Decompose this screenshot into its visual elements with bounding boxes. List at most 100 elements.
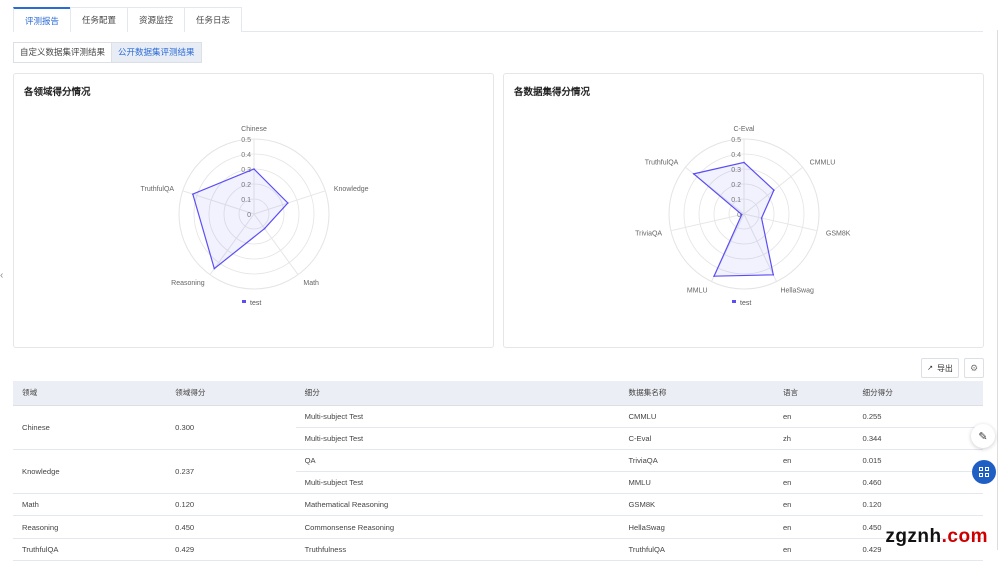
subcategory-cell: Mathematical Reasoning [295,493,620,517]
domain-score-cell: 0.237 [166,449,296,495]
main-tabs: 评测报告 任务配置 资源监控 任务日志 [13,7,983,32]
language-cell: en [773,449,854,473]
watermark: zgznh.com [885,526,988,548]
apps-button[interactable] [972,460,996,484]
dataset-name-cell: TruthfulQA [619,538,774,561]
dataset-name-cell: HellaSwag [619,515,774,539]
column-header: 领域得分 [166,381,296,406]
tab-config[interactable]: 任务配置 [70,7,129,32]
data-point [760,217,763,219]
domain-score-cell: 0.300 [166,405,296,450]
collapse-left-handle[interactable]: ‹ [0,270,4,281]
watermark-b: .com [941,526,988,547]
table-header: 领域 领域得分 细分 数据集名称 语言 细分得分 [13,381,983,406]
sub-score-cell: 0.255 [853,405,983,428]
dataset-name-cell: GSM8K [619,493,774,517]
gear-icon: ⚙ [969,362,979,373]
data-point [191,193,194,195]
axis-spoke [743,213,818,232]
domain-cell: Knowledge [13,449,167,495]
dataset-radar-chart: C-Eval CMMLU GSM8K HellaSwag MMLU TriviaQA Tru… [635,126,851,307]
domain-score-cell: 0.429 [166,538,296,561]
axis-spoke [182,190,255,215]
column-header: 数据集名称 [619,381,774,406]
axis-spoke [670,213,745,232]
tab-monitor[interactable]: 资源监控 [127,7,186,32]
axis-label: MMLU [687,288,708,295]
data-point [743,161,745,164]
domain-radar-chart: Chinese Knowledge Math Reasoning TruthfulQA 0… [141,126,369,307]
table-row: TruthfulQA 0.429 Truthfulness TruthfulQA en 0… [13,538,983,561]
edit-button[interactable]: ✎ [971,424,995,448]
data-point [263,227,266,230]
subcategory-cell: Multi-subject Test [295,405,620,428]
data-point [772,274,775,276]
external-link-icon: ↗ [927,365,933,372]
chart-title: 各领域得分情况 [24,87,91,98]
sub-score-cell: 0.120 [853,493,983,517]
subcategory-cell: QA [295,449,620,473]
axis-label: C-Eval [733,126,754,133]
sub-score-cell: 0.344 [853,427,983,450]
subtab-public-dataset[interactable]: 公开数据集评测结果 [111,43,201,62]
dataset-name-cell: MMLU [619,471,774,495]
watermark-a: zgznh [885,526,942,547]
legend-marker [732,300,736,303]
language-cell: en [773,493,854,517]
axis-label: CMMLU [810,160,836,167]
column-header: 细分得分 [853,381,983,406]
tick-label: 0.1 [241,197,251,204]
tab-report[interactable]: 评测报告 [13,7,72,32]
language-cell: en [773,405,854,428]
table-row: Multi-subject Test C-Eval zh 0.344 [13,427,983,450]
tab-logs[interactable]: 任务日志 [184,7,243,32]
axis-label: Chinese [241,126,267,133]
dataset-name-cell: TriviaQA [619,449,774,473]
subcategory-cell: Truthfulness [295,538,620,561]
axis-label: GSM8K [826,231,851,238]
axis-spoke [743,213,777,282]
tick-label: 0.1 [731,197,741,204]
scrollbar[interactable] [997,30,998,550]
subcategory-cell: Multi-subject Test [295,471,620,495]
legend-label: test [250,300,261,307]
data-point [773,189,775,191]
tick-label: 0.3 [731,167,741,174]
column-header: 细分 [295,381,620,406]
settings-button[interactable]: ⚙ [964,358,984,378]
axis-label: Math [303,280,319,287]
language-cell: en [773,538,854,561]
axis-label: Reasoning [171,280,205,287]
dataset-score-card: 各数据集得分情况 C-Eval CMMLU GSM8K HellaSwag MMLU Tr… [503,73,984,348]
domain-cell: Math [13,493,167,517]
dataset-name-cell: C-Eval [619,427,774,450]
series-area [692,161,775,277]
tick-label: 0.4 [241,152,251,159]
table-row: Math 0.120 Mathematical Reasoning GSM8K en 0.… [13,493,983,517]
subcategory-cell: Commonsense Reasoning [295,515,620,539]
tick-label: 0.2 [731,182,741,189]
column-header: 领域 [13,381,167,406]
dataset-name-cell: CMMLU [619,405,774,428]
axis-spoke [209,213,255,275]
axis-label: Knowledge [334,186,369,193]
export-button[interactable]: ↗ 导出 [921,358,959,378]
data-point [287,202,289,204]
table-row: Reasoning 0.450 Commonsense Reasoning Hella… [13,515,983,539]
data-point [713,275,715,277]
language-cell: en [773,515,854,539]
tick-label: 0.5 [241,137,251,144]
data-point [692,173,695,175]
axis-spoke [253,213,299,275]
tick-label: 0.3 [241,167,251,174]
domain-cell: Chinese [13,405,167,450]
domain-cell: Reasoning [13,515,167,539]
subtab-custom-dataset[interactable]: 自定义数据集评测结果 [20,47,106,57]
axis-label: TriviaQA [635,231,662,238]
data-point [741,213,743,216]
domain-score-cell: 0.450 [166,515,296,539]
tick-label: 0 [247,212,251,219]
sub-score-cell: 0.015 [853,449,983,473]
sub-score-cell: 0.460 [853,471,983,495]
tick-label: 0.2 [241,182,251,189]
